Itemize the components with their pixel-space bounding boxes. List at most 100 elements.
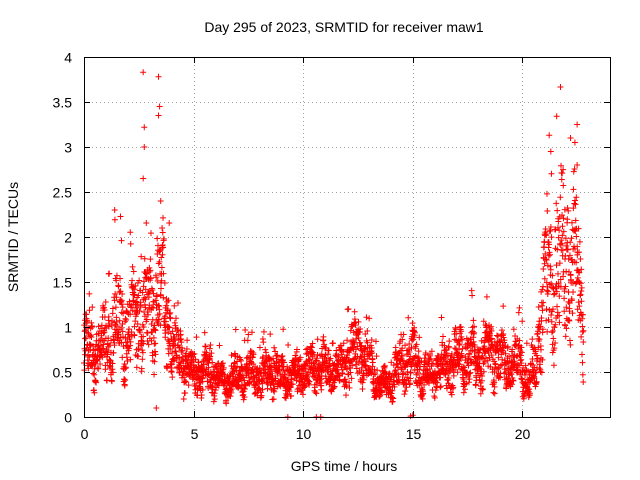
data-point [91, 371, 98, 378]
data-point [567, 341, 574, 348]
data-point [227, 393, 234, 400]
data-point [122, 377, 129, 384]
data-point [111, 207, 118, 213]
data-point [105, 313, 112, 320]
data-point [342, 378, 349, 385]
x-axis-title: GPS time / hours [291, 458, 398, 474]
data-point [166, 324, 173, 331]
data-point [202, 343, 209, 350]
data-point [555, 270, 562, 277]
data-point [145, 341, 152, 348]
data-point [256, 344, 263, 351]
data-point [409, 337, 416, 344]
data-point [121, 376, 128, 383]
data-point [182, 378, 189, 385]
data-point [117, 275, 124, 282]
data-point [536, 365, 543, 372]
data-point [515, 309, 522, 316]
data-point [576, 303, 583, 310]
data-point [158, 254, 165, 261]
data-point [508, 381, 515, 388]
data-point [553, 288, 560, 295]
data-point [316, 378, 323, 385]
data-point [165, 323, 172, 330]
data-point [367, 342, 374, 349]
data-point [318, 386, 325, 393]
data-point [155, 73, 162, 80]
data-point [560, 273, 567, 280]
data-point [232, 374, 239, 381]
data-point [402, 388, 409, 395]
data-point [327, 355, 334, 362]
data-point [88, 319, 95, 326]
data-point [506, 353, 513, 360]
data-point [488, 352, 495, 359]
data-point [113, 294, 120, 301]
data-point [113, 277, 120, 284]
data-point [396, 377, 403, 384]
data-point [343, 392, 350, 399]
data-point [368, 336, 375, 343]
data-point [553, 113, 560, 120]
data-point [554, 224, 561, 231]
data-point [132, 318, 139, 325]
data-point [173, 315, 180, 322]
data-point [116, 317, 123, 324]
data-point [556, 293, 563, 300]
data-point [453, 330, 460, 337]
data-point [158, 277, 165, 284]
data-point [325, 347, 332, 354]
data-point [401, 391, 408, 398]
data-point [574, 162, 581, 168]
data-point [563, 304, 570, 311]
data-point [142, 286, 149, 293]
data-point [361, 345, 368, 352]
data-point [548, 234, 555, 241]
data-point [111, 342, 118, 349]
data-point [178, 349, 185, 356]
data-point [547, 266, 554, 273]
data-point [400, 331, 407, 338]
data-point [437, 383, 444, 390]
data-point [554, 207, 561, 214]
data-point [169, 374, 176, 381]
data-point [481, 358, 488, 365]
data-point [274, 352, 281, 359]
data-point [502, 350, 509, 357]
data-point [573, 259, 580, 266]
data-point [448, 391, 455, 398]
x-tick-label: 5 [191, 426, 199, 442]
data-point [437, 374, 444, 381]
data-point [211, 396, 218, 403]
y-tick-label: 3 [64, 140, 72, 156]
data-point [516, 337, 523, 344]
data-point [344, 337, 351, 344]
data-point [257, 370, 264, 377]
data-point [184, 337, 191, 344]
data-point [516, 304, 523, 311]
data-point [164, 306, 171, 313]
data-point [560, 166, 567, 173]
data-point [371, 366, 378, 373]
data-point [115, 331, 122, 338]
data-point [402, 342, 409, 349]
data-point [241, 377, 248, 384]
data-point [397, 347, 404, 354]
data-point [379, 388, 386, 395]
data-point [151, 371, 158, 378]
data-point [477, 365, 484, 372]
data-point [97, 342, 104, 349]
data-point [155, 112, 162, 119]
data-point [90, 370, 97, 377]
data-point [569, 310, 576, 317]
data-point [280, 326, 287, 333]
data-point [536, 336, 543, 343]
data-point [118, 324, 125, 331]
data-point [165, 350, 172, 357]
data-point [568, 297, 575, 304]
data-point [510, 326, 517, 333]
data-point [136, 277, 143, 284]
data-point [364, 327, 371, 334]
data-point [471, 341, 478, 348]
data-point [113, 272, 120, 279]
